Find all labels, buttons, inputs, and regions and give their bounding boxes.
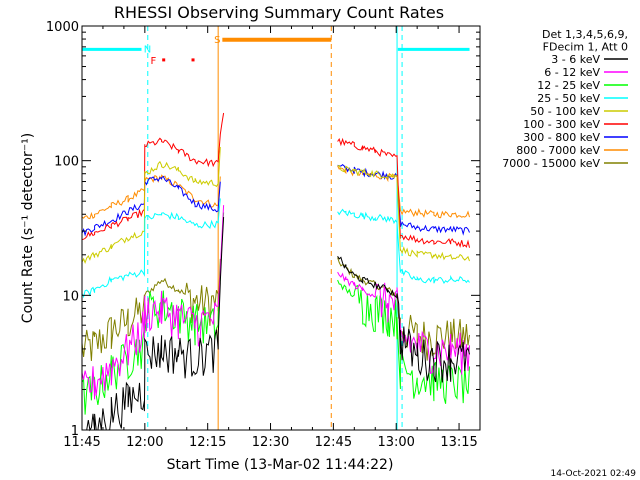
series-6-line [81,164,470,237]
marker-f: F [150,56,156,67]
x-tick-label-5: 13:00 [377,435,414,450]
axis-ticks: 11:45 12:00 12:15 12:30 12:45 13:00 13:15 1 10 10… [46,20,481,450]
y-tick-label-1: 10 [62,289,79,304]
legend-label-2: 12 - 25 keV [537,79,600,92]
x-axis-label: Start Time (13-Mar-02 11:44:22) [167,457,394,473]
legend: Det 1,3,4,5,6,9,FDecim 1, Att 03 - 6 keV… [502,28,628,170]
x-tick-label-1: 12:00 [126,435,163,450]
y-axis-label: Count Rate (s⁻¹ detector⁻¹) [20,133,36,323]
x-tick-label-4: 12:45 [315,435,352,450]
y-tick-label-0: 1 [71,424,79,439]
legend-header-0: Det 1,3,4,5,6,9, [542,28,628,41]
series-4-line [81,146,470,265]
legend-label-4: 50 - 100 keV [530,105,600,118]
legend-label-0: 3 - 6 keV [551,53,600,66]
x-tick-label-0: 11:45 [63,435,100,450]
footer-timestamp: 14-Oct-2021 02:49 [551,469,637,479]
legend-label-8: 7000 - 15000 keV [502,157,600,170]
series-3-line [81,198,470,299]
x-tick-label-3: 12:30 [252,435,289,450]
x-tick-label-6: 13:15 [440,435,477,450]
y-tick-label-2: 100 [54,155,79,170]
marker-s: S [214,35,220,46]
flare-dot-0 [162,58,166,62]
marker-n: N [144,45,151,56]
legend-label-1: 6 - 12 keV [544,66,600,79]
legend-label-7: 800 - 7000 keV [516,144,600,157]
legend-header-1: FDecim 1, Att 0 [543,41,628,54]
axes-frame [81,25,481,431]
chart-title: RHESSI Observing Summary Count Rates [114,3,444,22]
legend-label-6: 300 - 800 keV [523,131,600,144]
legend-label-5: 100 - 300 keV [523,118,600,131]
y-tick-label-3: 1000 [46,20,79,35]
legend-label-3: 25 - 50 keV [537,92,600,105]
series-5-line [81,112,470,248]
x-tick-label-2: 12:15 [189,435,226,450]
flare-dot-1 [191,58,195,62]
